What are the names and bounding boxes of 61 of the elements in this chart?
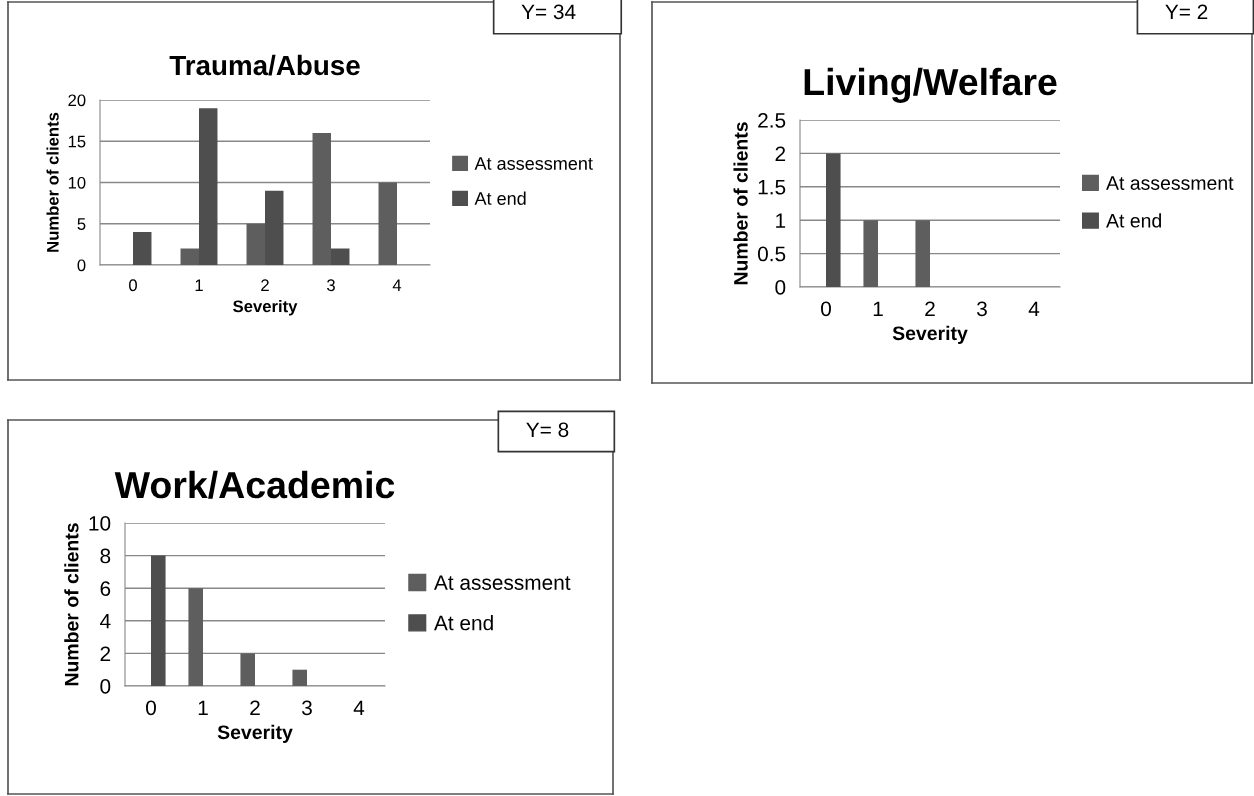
x-tick-label: 3 bbox=[302, 700, 312, 716]
y-tick-label: 1.5 bbox=[758, 180, 786, 195]
y-tick-label: 2 bbox=[100, 646, 111, 661]
chart-title: Work/Academic bbox=[114, 470, 395, 499]
y-axis-title: Number of clients bbox=[46, 112, 59, 252]
x-tick-label: 0 bbox=[821, 301, 831, 317]
bar bbox=[199, 108, 218, 265]
x-tick-label: 3 bbox=[327, 279, 335, 292]
x-tick-label: 4 bbox=[392, 279, 402, 291]
x-tick-label: 1 bbox=[195, 279, 203, 291]
bar bbox=[265, 190, 284, 265]
y-tick-label: 0.5 bbox=[757, 246, 786, 262]
y-tick-label: 20 bbox=[68, 94, 86, 107]
x-tick-label: 0 bbox=[146, 700, 156, 716]
legend-label: At end bbox=[433, 615, 493, 631]
legend-label: At assessment bbox=[474, 157, 593, 170]
x-tick-label: 2 bbox=[925, 301, 935, 316]
legend-label: At assessment bbox=[433, 575, 571, 590]
x-tick-label: 2 bbox=[250, 700, 260, 715]
bar bbox=[188, 588, 203, 686]
chart-title: Trauma/Abuse bbox=[169, 54, 360, 76]
x-axis-title: Severity bbox=[217, 724, 293, 743]
bar bbox=[133, 232, 152, 265]
x-tick-label: 2 bbox=[261, 279, 269, 291]
y-tick-label: 0 bbox=[77, 259, 86, 272]
y-tick-label: 10 bbox=[89, 516, 111, 531]
chart-title: Living/Welfare bbox=[804, 67, 1057, 103]
y-tick-label: 8 bbox=[100, 548, 111, 564]
legend-label: At end bbox=[1106, 213, 1161, 228]
bar bbox=[240, 653, 255, 686]
y-tick-label: 15 bbox=[68, 135, 86, 148]
y-axis-title: Number of clients bbox=[64, 523, 79, 686]
bar bbox=[331, 248, 350, 265]
legend-label: At end bbox=[474, 191, 526, 205]
y-tick-label: 1 bbox=[776, 213, 786, 228]
y-tick-label: 2.5 bbox=[758, 113, 786, 128]
y-tick-label: 2 bbox=[775, 146, 786, 161]
y-tick-label: 10 bbox=[68, 176, 86, 189]
bar bbox=[246, 223, 265, 265]
x-axis-title: Severity bbox=[892, 325, 968, 344]
x-tick-label: 3 bbox=[977, 301, 987, 317]
y-tick-label: 6 bbox=[100, 581, 111, 596]
text: Y= 34 bbox=[521, 4, 576, 20]
y-tick-label: 0 bbox=[100, 679, 111, 694]
y-tick-label: 5 bbox=[77, 218, 86, 230]
bar bbox=[292, 669, 307, 686]
x-axis-title: Severity bbox=[233, 299, 298, 316]
x-tick-label: 1 bbox=[873, 301, 883, 316]
legend-label: At assessment bbox=[1106, 176, 1234, 190]
y-axis-title: Number of clients bbox=[733, 122, 748, 285]
bar bbox=[378, 182, 397, 265]
bar bbox=[151, 555, 166, 686]
text: Y= 8 bbox=[526, 422, 569, 438]
x-tick-label: 4 bbox=[1028, 301, 1040, 316]
x-tick-label: 1 bbox=[198, 700, 208, 715]
bar bbox=[312, 133, 331, 265]
y-tick-label: 4 bbox=[100, 614, 111, 629]
bar bbox=[180, 248, 199, 265]
x-tick-label: 4 bbox=[353, 700, 365, 715]
x-tick-label: 0 bbox=[129, 279, 137, 292]
text: Y= 2 bbox=[1165, 4, 1208, 19]
